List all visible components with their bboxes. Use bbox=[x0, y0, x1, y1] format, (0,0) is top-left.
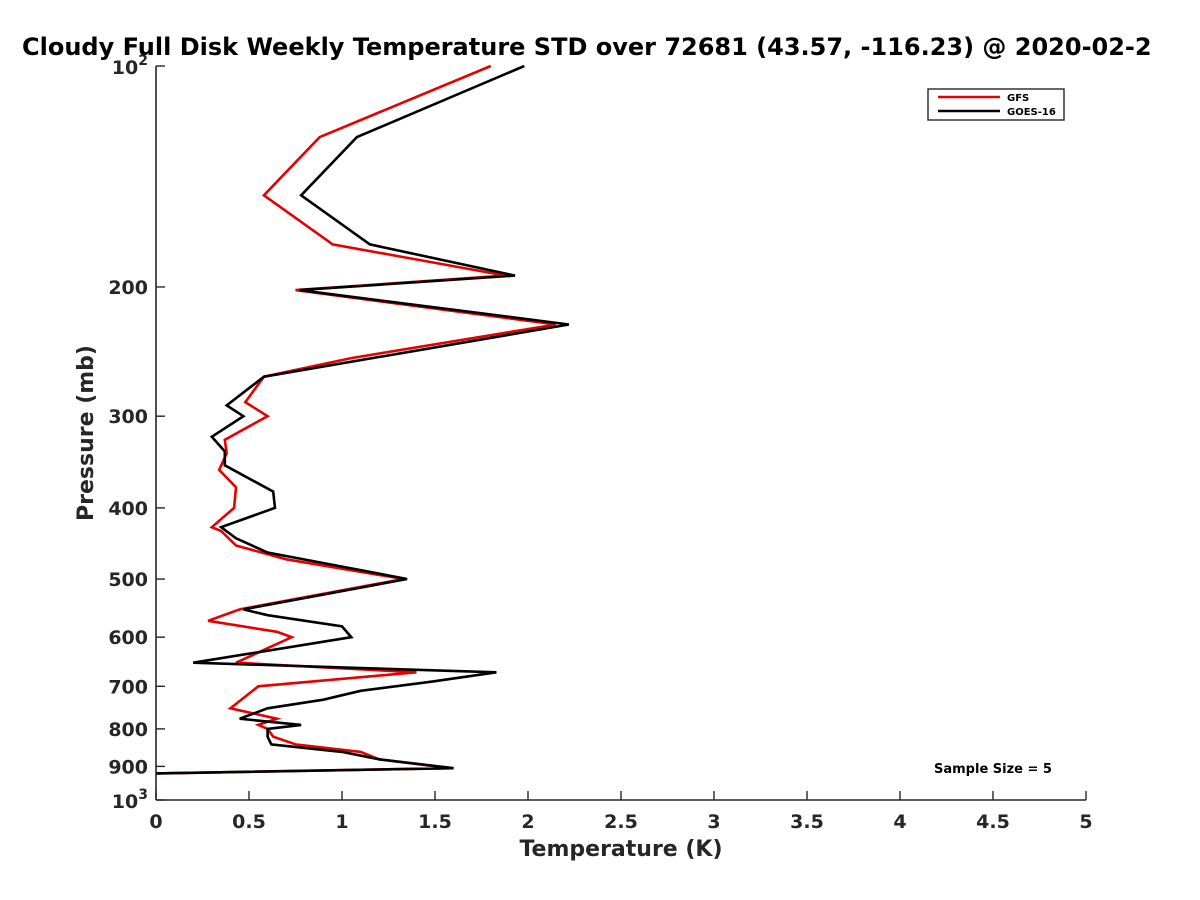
x-tick-label: 5 bbox=[1079, 811, 1092, 833]
y-tick-label: 103 bbox=[112, 787, 148, 813]
y-tick-label: 500 bbox=[108, 569, 148, 591]
chart-title: Cloudy Full Disk Weekly Temperature STD … bbox=[22, 33, 1152, 61]
y-tick-label: 900 bbox=[108, 756, 148, 778]
series-lines bbox=[155, 64, 570, 775]
legend-items: GFS GOES-16 bbox=[938, 93, 1056, 118]
y-axis-label: Pressure (mb) bbox=[74, 345, 99, 521]
legend-box bbox=[927, 88, 1065, 121]
x-tick-label: 0 bbox=[149, 811, 162, 833]
y-tick-label: 300 bbox=[108, 406, 148, 428]
annotations: Sample Size = 5 bbox=[934, 762, 1052, 777]
legend-label-gfs: GFS bbox=[1007, 93, 1029, 104]
x-tick-label: 2.5 bbox=[604, 811, 638, 833]
y-axis-ticks: 102 200 300 400 500 600 700 800 900 103 bbox=[108, 53, 165, 813]
x-tick-label: 4.5 bbox=[976, 811, 1010, 833]
x-axis-ticks: 0 0.5 1 1.5 2 2.5 3 3.5 4 4.5 5 bbox=[149, 791, 1093, 833]
y-tick-label: 800 bbox=[108, 719, 148, 741]
y-tick-label: 400 bbox=[108, 498, 148, 520]
y-tick-label: 102 bbox=[112, 53, 148, 79]
x-tick-label: 4 bbox=[893, 811, 906, 833]
x-tick-label: 1 bbox=[335, 811, 348, 833]
x-tick-label: 2 bbox=[521, 811, 534, 833]
y-tick-label: 200 bbox=[108, 277, 148, 299]
x-tick-label: 1.5 bbox=[418, 811, 452, 833]
y-tick-label: 600 bbox=[108, 627, 148, 649]
x-tick-label: 3 bbox=[707, 811, 720, 833]
plot-area: 0 0.5 1 1.5 2 2.5 3 3.5 4 4.5 5 102 200 300 400 500 600… bbox=[108, 53, 1092, 833]
legend-label-goes-16: GOES-16 bbox=[1007, 107, 1056, 118]
x-tick-label: 0.5 bbox=[232, 811, 266, 833]
y-tick-label: 700 bbox=[108, 676, 148, 698]
x-axis-label: Temperature (K) bbox=[519, 837, 722, 862]
series-line-gfs bbox=[155, 64, 557, 775]
x-tick-label: 3.5 bbox=[790, 811, 824, 833]
legend: GFS GOES-16 bbox=[927, 88, 1065, 121]
sample-size-annotation: Sample Size = 5 bbox=[934, 762, 1052, 777]
series-line-goes-16 bbox=[155, 64, 570, 775]
